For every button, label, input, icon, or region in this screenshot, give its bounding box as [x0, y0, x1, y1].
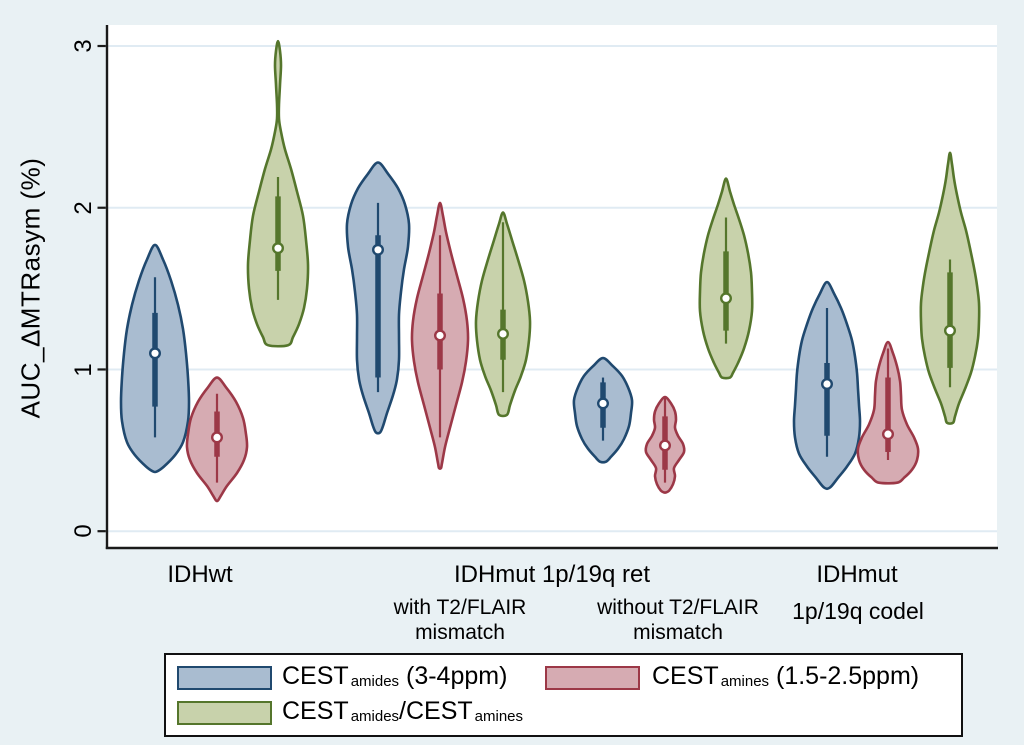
violin-1-0-median-dot: [372, 243, 385, 256]
violin-1-2-median-dot: [497, 327, 510, 340]
legend-label-amines-sub2: [919, 673, 921, 690]
legend-label-amines-sub: amines: [720, 673, 770, 690]
y-tick-label-1: 1: [70, 363, 97, 377]
violin-0-2-group: [246, 39, 310, 348]
legend-label-amines-main: CEST: [652, 662, 719, 690]
legend-swatch-amines: [545, 666, 640, 690]
violin-3-1-median-dot: [882, 428, 895, 441]
violin-3-2-group: [919, 151, 981, 425]
x-sublabel-without-mismatch: without T2/FLAIR mismatch: [597, 595, 759, 645]
violin-1-1-group: [410, 201, 470, 470]
violin-0-2-median-dot: [272, 242, 285, 255]
legend-label-ratio-main2: /CEST: [399, 697, 473, 725]
violin-2-1-median-dot: [659, 439, 672, 452]
y-tick-label-2: 2: [70, 201, 97, 215]
violin-1-2-group: [474, 211, 532, 418]
x-label-idhmut: IDHmut: [816, 561, 898, 588]
violin-2-2-group: [698, 177, 754, 380]
x-sublabel-without-line1: without T2/FLAIR: [597, 596, 759, 619]
x-label-idhwt: IDHwt: [167, 561, 233, 588]
legend-label-amides-sub: amides: [350, 673, 400, 690]
legend-swatch-ratio: [177, 701, 272, 725]
legend-label-ratio: CEST amides/CEST amines: [282, 697, 523, 726]
x-sublabel-without-line2: mismatch: [633, 621, 723, 644]
legend-label-ratio-main: CEST: [282, 697, 349, 725]
violin-0-0-median-dot: [148, 347, 161, 360]
legend-label-amides-sub2: [507, 673, 509, 690]
legend-label-amides: CEST amides (3-4ppm): [282, 662, 509, 691]
y-axis-title: AUC_ΔMTRasym (%): [15, 157, 46, 419]
violin-3-0-median-dot: [821, 378, 834, 391]
x-sublabel-with-mismatch: with T2/FLAIR mismatch: [394, 595, 527, 645]
violin-3-1-group: [856, 340, 920, 485]
y-tick-label-0: 0: [70, 524, 97, 538]
legend-label-ratio-sub2: amines: [474, 708, 524, 725]
x-sublabel-with-line2: mismatch: [415, 621, 505, 644]
violin-0-0-group: [119, 243, 191, 474]
violin-2-2-median-dot: [720, 292, 733, 305]
violin-2-0-group: [572, 356, 634, 464]
violin-2-0-median-dot: [597, 397, 610, 410]
x-label-codel: 1p/19q codel: [792, 598, 924, 624]
legend-swatch-amides: [177, 666, 272, 690]
violin-0-1-median-dot: [210, 431, 223, 444]
violin-3-0-group: [792, 280, 862, 491]
legend-label-amides-main: CEST: [282, 662, 349, 690]
legend-label-ratio-sub: amides: [350, 708, 400, 725]
legend-label-amines: CEST amines (1.5-2.5ppm): [652, 662, 921, 691]
violin-3-2-median-dot: [944, 324, 957, 337]
y-tick-label-3: 3: [70, 39, 97, 53]
x-sublabel-with-line1: with T2/FLAIR: [393, 596, 527, 619]
violin-1-1-median-dot: [434, 329, 447, 342]
violin-2-1-group: [644, 395, 686, 494]
violin-0-1-group: [185, 376, 249, 503]
x-label-idhmut-ret: IDHmut 1p/19q ret: [453, 561, 651, 588]
legend-label-amines-range: (1.5-2.5ppm): [769, 662, 920, 690]
legend-label-amides-range: (3-4ppm): [399, 662, 508, 690]
violin-1-0-group: [345, 161, 411, 435]
legend-box: CEST amides (3-4ppm) CEST amines (1.5-2.5p…: [164, 653, 963, 737]
